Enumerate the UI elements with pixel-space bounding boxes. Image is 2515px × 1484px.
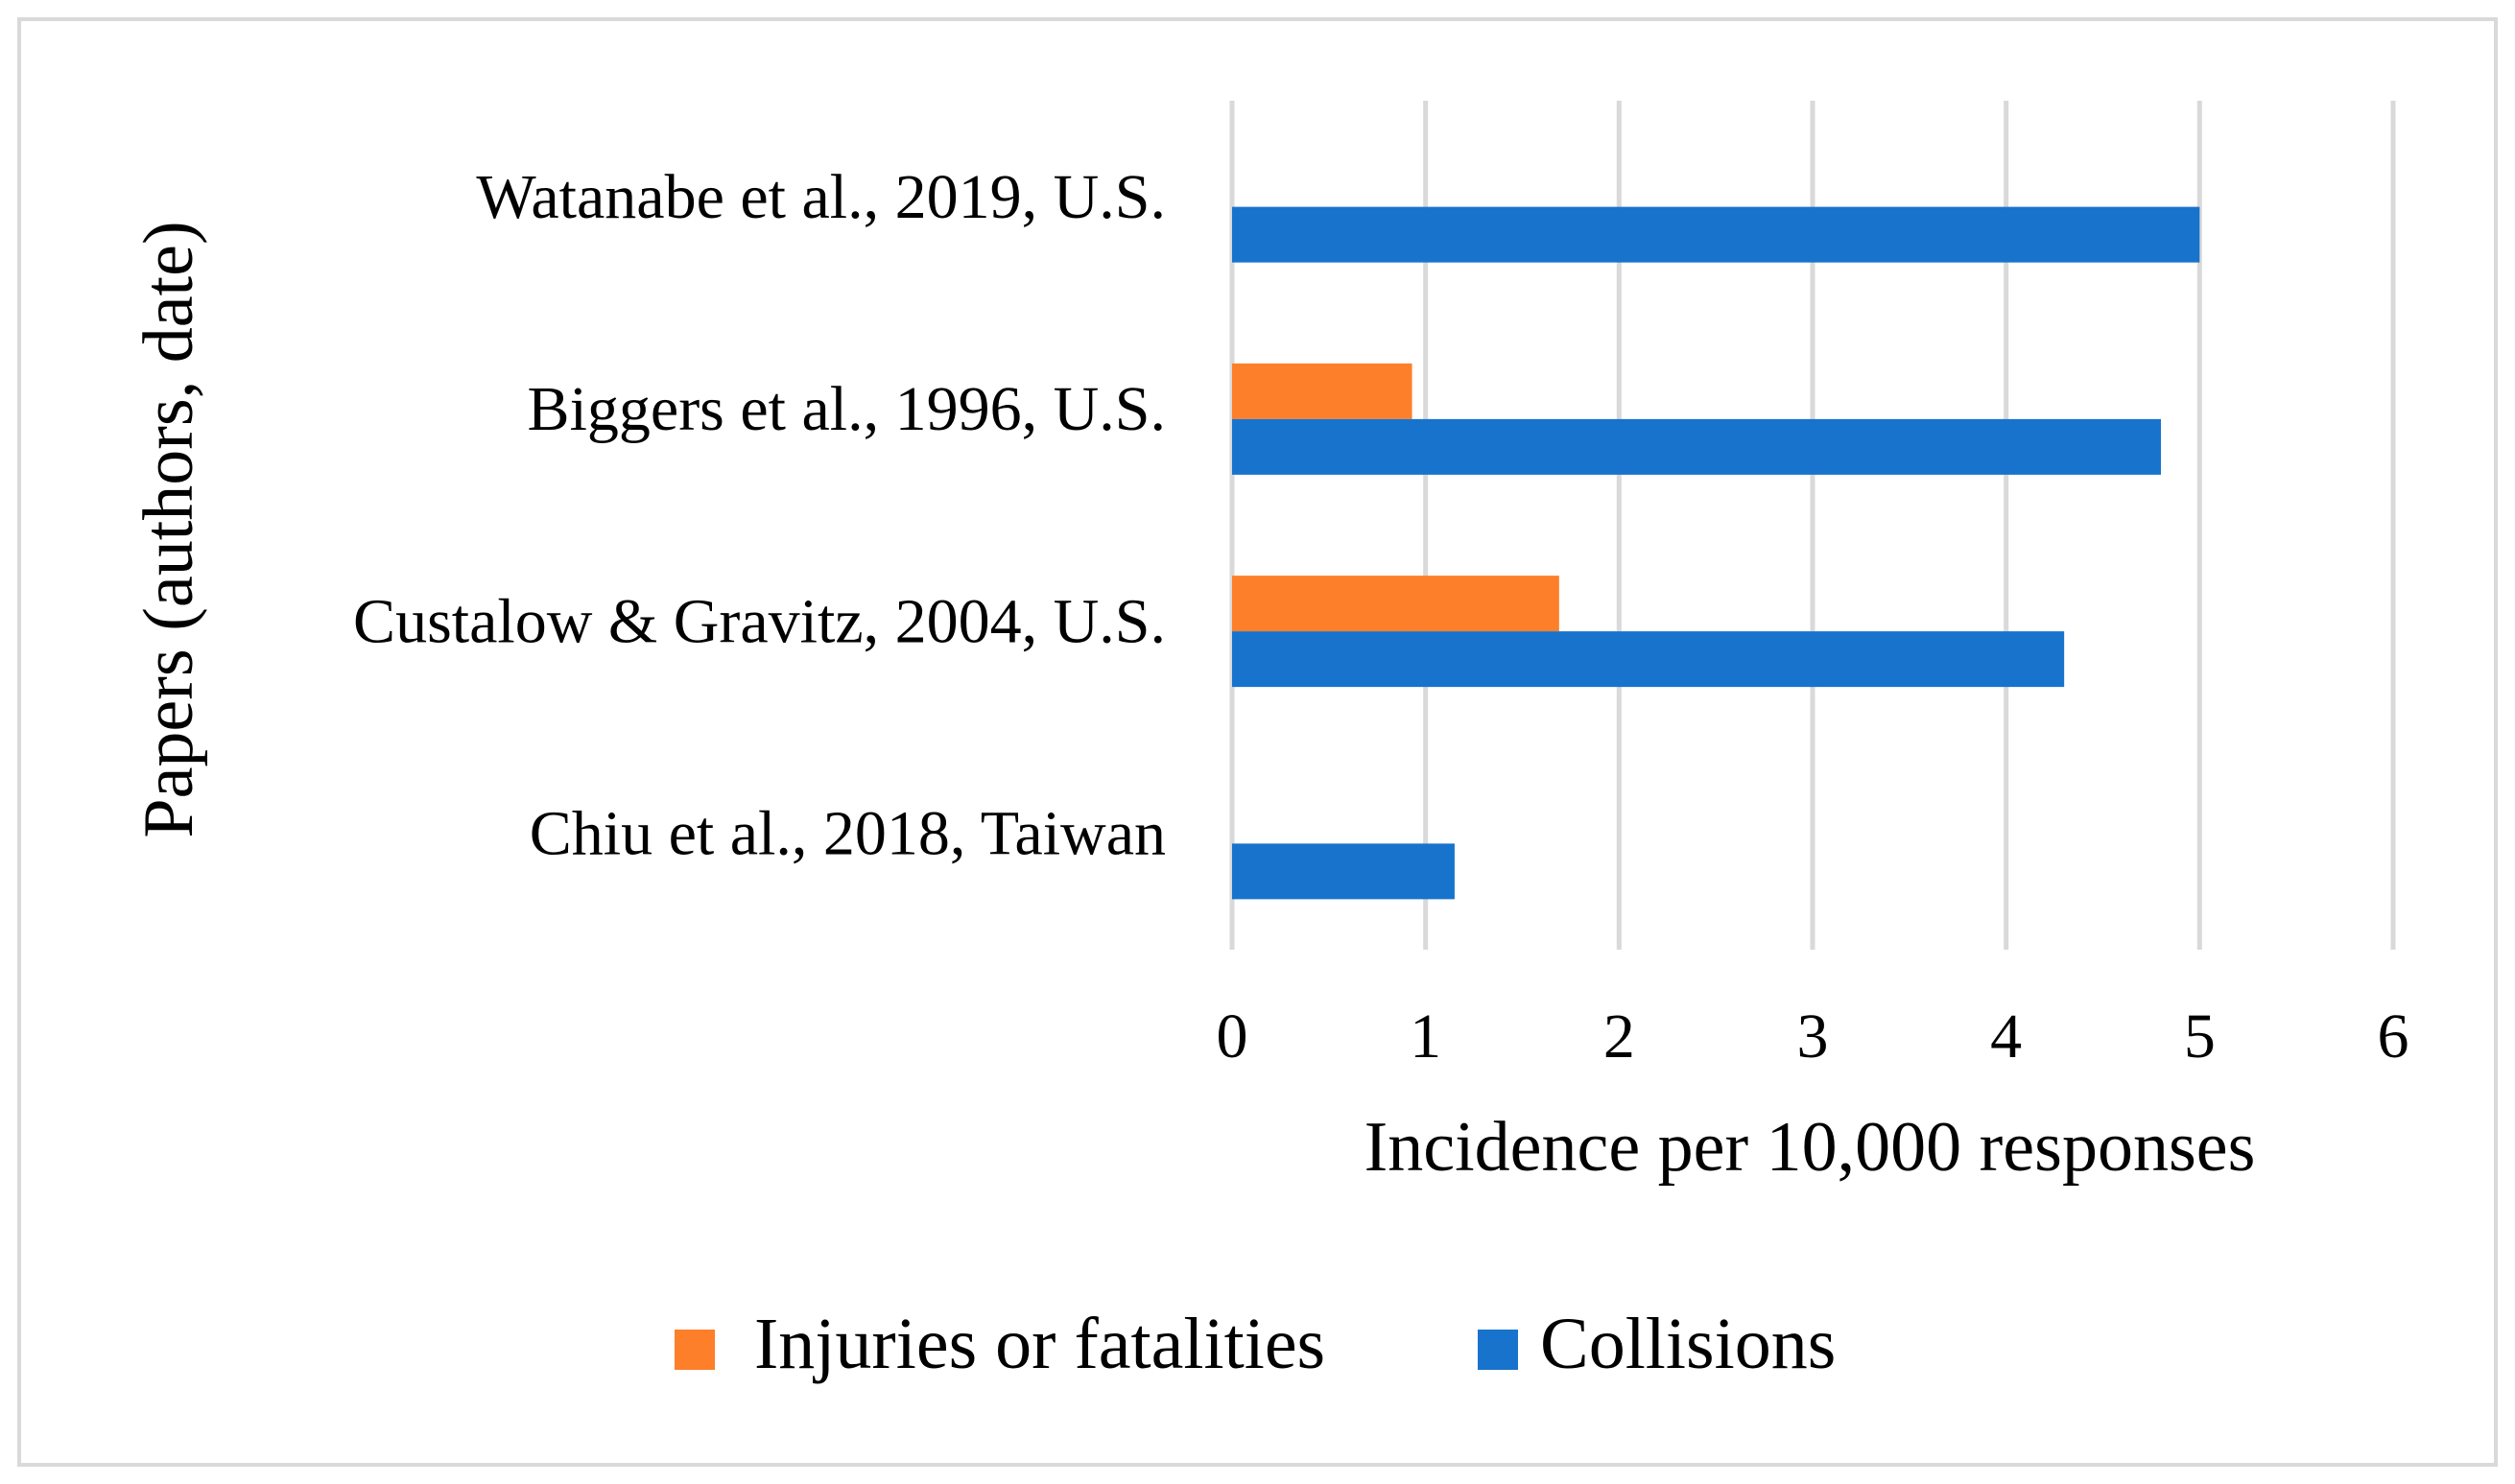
x-tick-label: 0 bbox=[1217, 1001, 1248, 1072]
x-tick-label: 5 bbox=[2184, 1001, 2216, 1072]
bar-collisions-0 bbox=[1232, 207, 2199, 263]
bar-injuries-or-fatalities-2 bbox=[1232, 576, 1559, 631]
legend-label: Injuries or fatalities bbox=[754, 1304, 1325, 1384]
y-category-label: Custalow & Gravitz, 2004, U.S. bbox=[353, 586, 1166, 656]
x-tick-label: 3 bbox=[1797, 1001, 1829, 1072]
legend-label: Collisions bbox=[1540, 1304, 1836, 1384]
bar-injuries-or-fatalities-1 bbox=[1232, 364, 1412, 419]
y-category-label: Chiu et al., 2018, Taiwan bbox=[530, 799, 1166, 869]
bar-collisions-1 bbox=[1232, 419, 2161, 475]
legend-swatch bbox=[1478, 1330, 1518, 1370]
legend-swatch bbox=[675, 1330, 715, 1370]
chart: 0 1 2 3 4 5 6 Watanabe et al., 2019, U.S. Bigger… bbox=[0, 0, 2515, 1484]
x-axis-title: Incidence per 10,000 responses bbox=[1364, 1108, 2256, 1187]
x-tick-label: 1 bbox=[1410, 1001, 1441, 1072]
x-tick-label: 2 bbox=[1603, 1001, 1635, 1072]
y-axis-title: Papers (authors, date) bbox=[130, 221, 208, 837]
y-category-label: Biggers et al., 1996, U.S. bbox=[528, 374, 1166, 444]
y-category-label: Watanabe et al., 2019, U.S. bbox=[476, 162, 1166, 232]
bars bbox=[1232, 207, 2199, 900]
bar-collisions-2 bbox=[1232, 631, 2064, 687]
bar-collisions-3 bbox=[1232, 843, 1455, 899]
legend: Injuries or fatalities Collisions bbox=[675, 1304, 1836, 1384]
x-tick-label: 6 bbox=[2378, 1001, 2409, 1072]
x-tick-label: 4 bbox=[1990, 1001, 2022, 1072]
